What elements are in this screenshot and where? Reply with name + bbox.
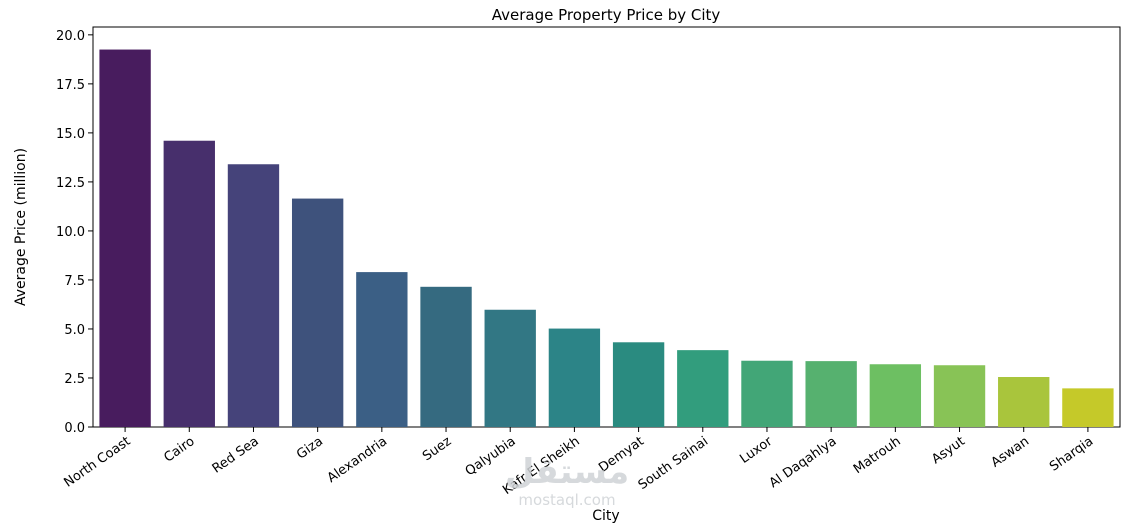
bar-0 (99, 49, 151, 428)
bar-2 (227, 164, 280, 427)
bar-11 (805, 361, 857, 427)
bars-group (99, 49, 1114, 428)
x-tick-label-15: Sharqia (1047, 434, 1096, 475)
x-tick-label-14: Aswan (989, 434, 1032, 471)
x-tick-label-1: Cairo (161, 434, 197, 466)
x-tick-label-13: Asyut (929, 434, 968, 467)
y-tick-label-4: 10.0 (56, 225, 85, 240)
bar-14 (998, 377, 1050, 427)
bar-4 (356, 272, 408, 427)
bar-6 (484, 309, 536, 427)
y-tick-label-5: 12.5 (56, 176, 85, 191)
y-tick-label-0: 0.0 (64, 421, 85, 436)
y-tick-label-8: 20.0 (56, 29, 85, 44)
x-tick-label-11: Al Daqahlya (767, 434, 840, 491)
bar-13 (933, 365, 986, 427)
x-tick-label-6: Qalyubia (463, 434, 519, 479)
x-tick-label-2: Red Sea (210, 434, 262, 477)
bar-1 (163, 140, 215, 428)
y-tick-label-7: 17.5 (56, 78, 85, 93)
bar-9 (677, 350, 729, 427)
bar-8 (612, 342, 665, 427)
bar-10 (741, 360, 793, 427)
bar-5 (420, 286, 472, 427)
bar-3 (291, 198, 344, 427)
y-tick-label-3: 7.5 (64, 274, 85, 289)
x-tick-label-8: Demyat (596, 434, 647, 476)
y-tick-label-2: 5.0 (64, 323, 85, 338)
chart-title: Average Property Price by City (492, 6, 721, 24)
y-axis: 0.0 2.5 5.0 7.5 10.0 12.5 15.0 17.5 20.0 (56, 29, 93, 436)
y-axis-label: Average Price (million) (13, 148, 29, 306)
x-tick-label-5: Suez (420, 434, 454, 464)
x-tick-label-10: Luxor (737, 434, 776, 467)
x-tick-label-12: Matrouh (851, 434, 904, 477)
bar-7 (548, 328, 601, 427)
y-tick-label-1: 2.5 (64, 372, 85, 387)
x-tick-label-4: Alexandria (325, 434, 390, 486)
x-tick-label-3: Giza (294, 434, 326, 463)
bar-12 (869, 364, 922, 427)
x-tick-label-9: South Sainai (636, 434, 711, 493)
bar-15 (1062, 388, 1114, 427)
plot-frame (92, 26, 1121, 428)
y-tick-label-6: 15.0 (56, 127, 85, 142)
x-axis-label: City (592, 508, 619, 524)
x-tick-label-0: North Coast (61, 434, 133, 491)
